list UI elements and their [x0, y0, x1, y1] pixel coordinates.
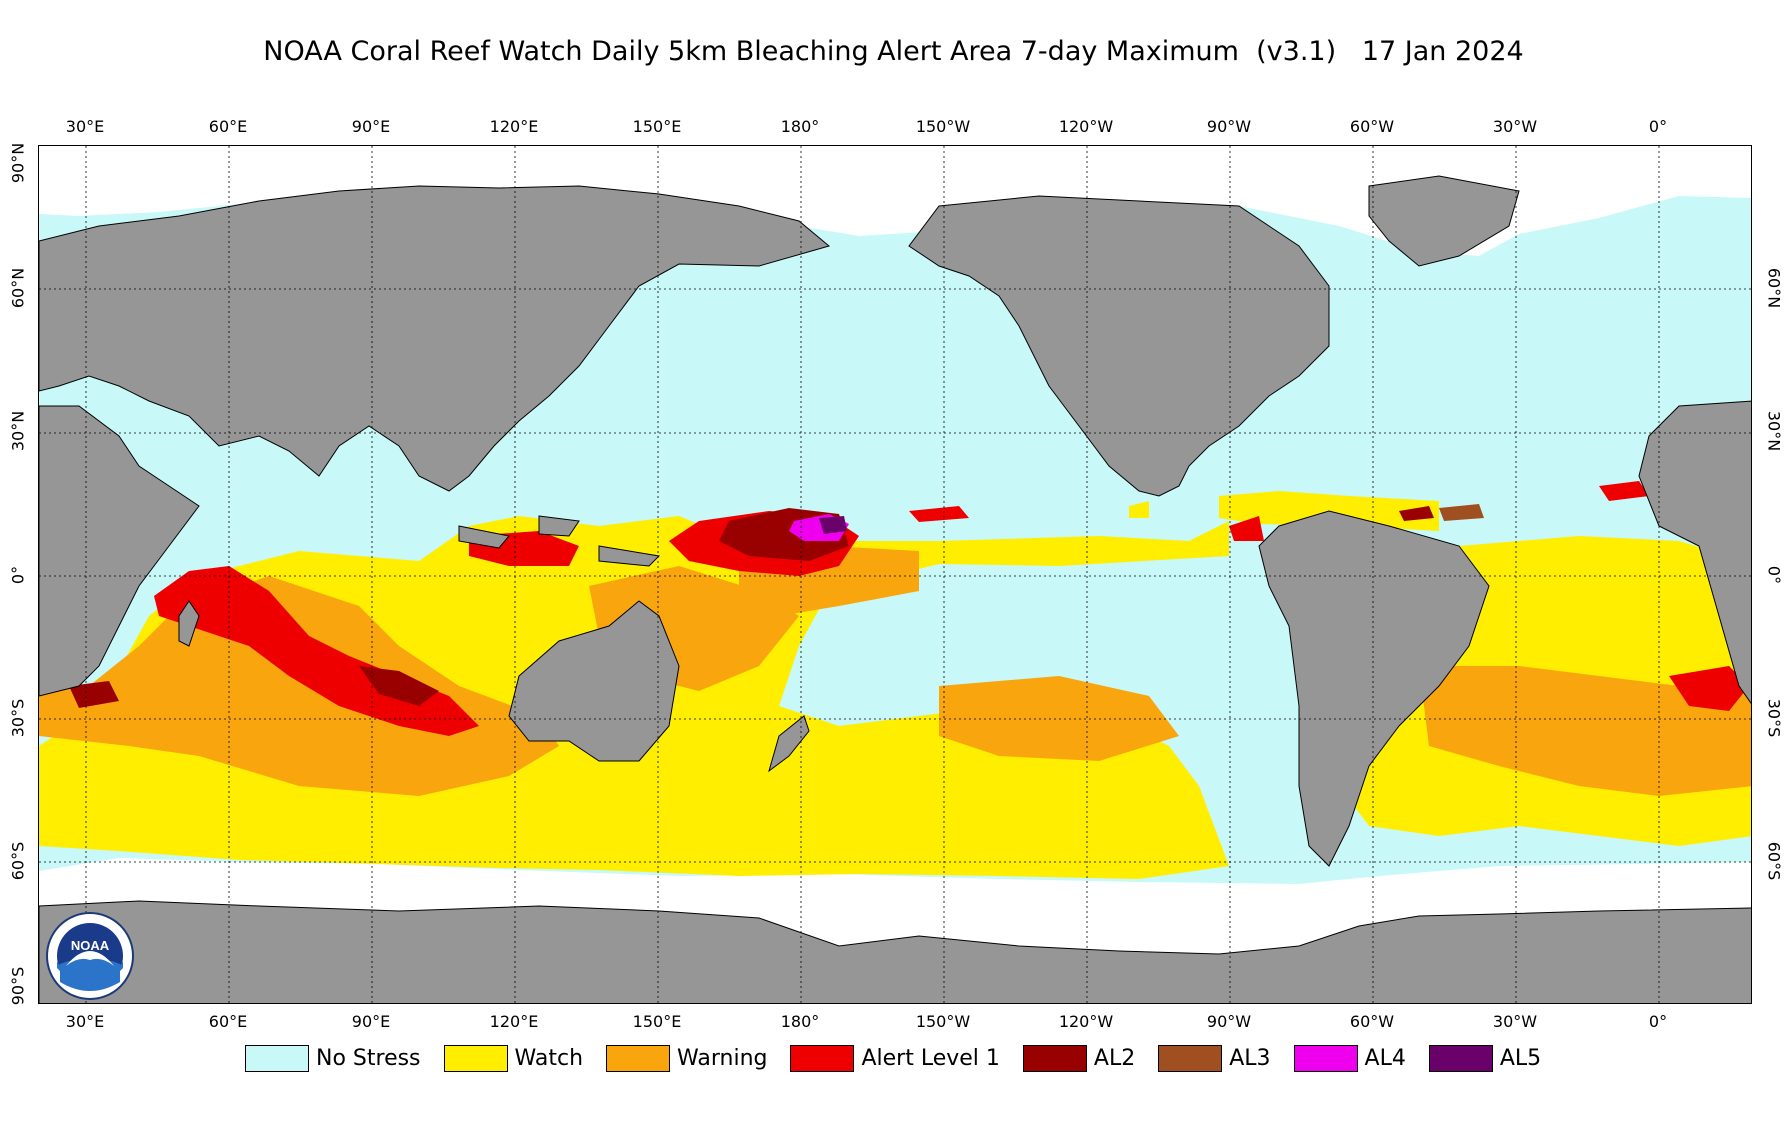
lon-label-bottom: 30°W	[1492, 1012, 1538, 1031]
eurasia	[39, 185, 831, 492]
legend-swatch	[245, 1044, 309, 1072]
lon-label-bottom: 60°E	[208, 1012, 248, 1031]
legend-label: AL2	[1093, 1045, 1136, 1071]
legend-swatch	[1428, 1044, 1493, 1072]
lon-label-top: 60°E	[208, 117, 248, 136]
lat-label-left: 90°S	[8, 966, 28, 1006]
arctic-ice	[39, 146, 1751, 256]
legend-label: Alert Level 1	[861, 1045, 1000, 1071]
greenland	[1368, 175, 1520, 267]
lon-label-top: 120°E	[489, 117, 539, 136]
legend-swatch	[790, 1044, 855, 1072]
map-svg	[39, 146, 1751, 1003]
lon-label-bottom: 90°E	[351, 1012, 391, 1031]
lon-label-top: 180°	[780, 117, 820, 136]
lat-label-left: 60°N	[8, 268, 28, 309]
antarctica	[39, 900, 1751, 1003]
lon-label-bottom: 150°E	[632, 1012, 682, 1031]
map-title: NOAA Coral Reef Watch Daily 5km Bleachin…	[263, 36, 1524, 67]
lon-label-top: 150°W	[915, 117, 971, 136]
al5-areas	[819, 516, 847, 534]
map-area[interactable]	[38, 145, 1752, 1004]
lon-label-bottom: 180°	[780, 1012, 820, 1031]
lon-label-top: 30°E	[65, 117, 105, 136]
lat-label-left: 60°S	[8, 841, 28, 881]
legend-item: AL2	[1022, 1044, 1136, 1072]
legend-swatch	[1293, 1044, 1358, 1072]
lat-label-right: 0°	[1764, 565, 1784, 584]
graticule	[39, 146, 1751, 1003]
legend: No Stress Watch Warning Alert Level 1 AL2 AL3…	[245, 1043, 1564, 1073]
lon-label-bottom: 60°W	[1349, 1012, 1395, 1031]
warning-areas	[39, 546, 1751, 796]
lon-label-bottom: 30°E	[65, 1012, 105, 1031]
lon-label-bottom: 150°W	[915, 1012, 971, 1031]
legend-item: AL5	[1428, 1044, 1542, 1072]
legend-item: AL4	[1293, 1044, 1406, 1072]
south-america	[1258, 510, 1490, 867]
legend-label: Warning	[677, 1045, 768, 1071]
lon-label-bottom: 0°	[1648, 1012, 1668, 1031]
lon-label-top: 60°W	[1349, 117, 1395, 136]
lat-label-right: 30°N	[1764, 411, 1784, 452]
legend-swatch	[606, 1044, 671, 1072]
north-america	[908, 195, 1330, 497]
legend-label: AL3	[1229, 1045, 1271, 1071]
legend-label: No Stress	[316, 1045, 421, 1071]
legend-swatch	[1158, 1044, 1223, 1072]
lat-label-left: 90°N	[8, 142, 28, 184]
lon-label-bottom: 120°E	[489, 1012, 539, 1031]
legend-label: Watch	[514, 1045, 584, 1071]
legend-swatch	[443, 1044, 508, 1072]
legend-item: Alert Level 1	[790, 1044, 1000, 1072]
lon-label-top: 0°	[1648, 117, 1668, 136]
legend-label: AL4	[1364, 1045, 1406, 1071]
legend-item: No Stress	[245, 1044, 421, 1072]
lon-label-bottom: 90°W	[1206, 1012, 1252, 1031]
lon-label-top: 30°W	[1492, 117, 1538, 136]
lon-label-bottom: 120°W	[1058, 1012, 1114, 1031]
noaa-logo-icon: NOAA	[46, 912, 134, 1000]
lat-label-left: 30°N	[8, 411, 28, 452]
legend-swatch	[1022, 1044, 1087, 1072]
legend-item: Warning	[606, 1044, 768, 1072]
africa-west	[1638, 400, 1751, 705]
svg-text:NOAA: NOAA	[71, 938, 110, 953]
africa	[39, 405, 200, 697]
lon-label-top: 120°W	[1058, 117, 1114, 136]
lat-label-left: 30°S	[8, 698, 28, 738]
legend-label: AL5	[1499, 1045, 1542, 1071]
legend-item: AL3	[1158, 1044, 1271, 1072]
lat-label-right: 30°S	[1764, 698, 1784, 738]
lon-label-top: 90°E	[351, 117, 391, 136]
land	[39, 175, 1751, 1003]
al3-areas	[1439, 504, 1484, 521]
australia	[508, 600, 680, 762]
madagascar	[178, 600, 200, 647]
lat-label-left: 0°	[8, 565, 28, 584]
lat-label-right: 60°N	[1764, 268, 1784, 309]
lat-label-right: 60°S	[1764, 841, 1784, 881]
lon-label-top: 150°E	[632, 117, 682, 136]
lon-label-top: 90°W	[1206, 117, 1252, 136]
legend-item: Watch	[443, 1044, 584, 1072]
